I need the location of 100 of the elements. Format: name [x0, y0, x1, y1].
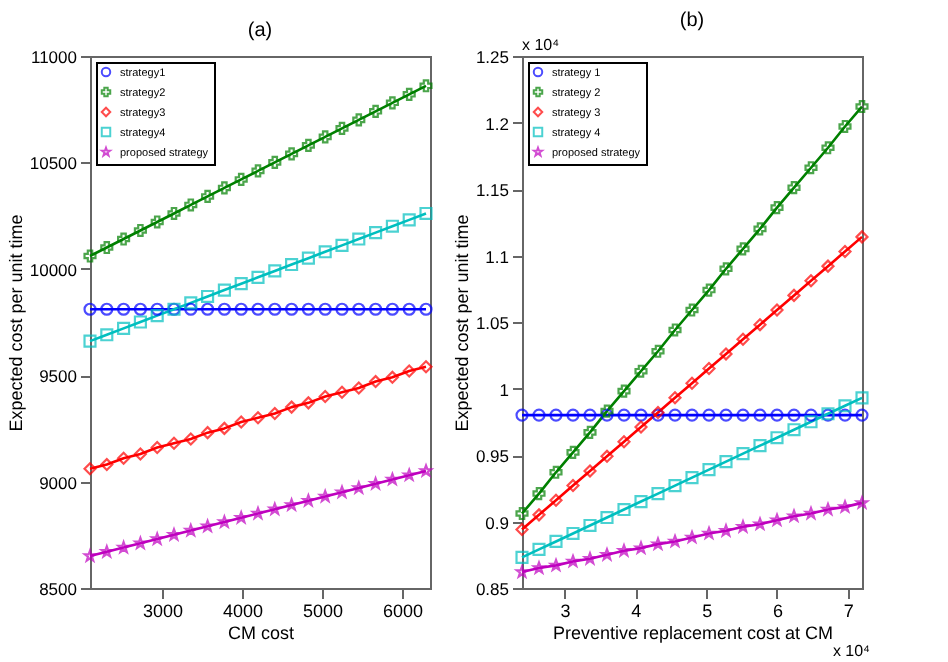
y-tick-label: 9500 — [39, 366, 78, 387]
point — [719, 347, 733, 361]
point — [855, 496, 869, 509]
point — [285, 257, 299, 272]
point — [685, 471, 699, 485]
point — [719, 455, 733, 469]
x-tick-label: 6 — [772, 601, 784, 621]
point — [150, 302, 164, 316]
point — [402, 87, 416, 101]
point — [352, 232, 366, 246]
point — [419, 79, 433, 93]
y-tick-label: 10000 — [29, 259, 78, 280]
point — [549, 558, 563, 571]
point — [566, 445, 580, 459]
point — [234, 277, 248, 291]
point — [184, 432, 198, 446]
point — [369, 375, 383, 389]
point — [217, 302, 231, 316]
point — [385, 219, 399, 233]
point — [234, 302, 248, 316]
point — [335, 485, 349, 498]
point — [133, 315, 147, 329]
point — [617, 544, 631, 557]
point — [201, 189, 215, 204]
point — [318, 302, 332, 316]
point — [251, 411, 265, 425]
point — [184, 302, 198, 316]
point — [419, 206, 433, 221]
point — [352, 113, 366, 127]
point — [736, 447, 750, 461]
point — [100, 545, 114, 558]
point — [335, 121, 349, 135]
point — [838, 244, 852, 259]
point — [770, 303, 784, 317]
point — [184, 523, 198, 537]
chart-title: (b) — [679, 10, 705, 32]
point — [515, 565, 529, 578]
x-tick-label: 3 — [560, 601, 571, 621]
point — [386, 472, 399, 486]
point — [532, 542, 546, 557]
point — [117, 540, 130, 554]
point — [532, 561, 546, 574]
point — [719, 408, 733, 422]
point — [184, 198, 198, 212]
point — [838, 119, 852, 134]
point — [301, 138, 315, 152]
y-tick-label: 0.95 — [475, 446, 510, 466]
point — [719, 262, 733, 276]
point — [515, 522, 529, 537]
point — [532, 486, 546, 501]
point — [566, 479, 580, 493]
point — [251, 506, 265, 520]
point — [736, 408, 750, 422]
point — [668, 479, 682, 493]
point — [251, 270, 265, 284]
point — [352, 381, 366, 395]
y-tick-label: 1.05 — [475, 313, 510, 333]
point — [566, 554, 580, 567]
point — [804, 161, 818, 175]
point — [685, 408, 699, 422]
point — [821, 502, 835, 516]
point — [702, 463, 716, 477]
y-axis-title: Expected cost per unit time — [5, 214, 26, 432]
x-axis-title: CM cost — [227, 623, 295, 643]
text: x 10⁴ — [832, 642, 872, 660]
point — [201, 426, 215, 440]
y-tick-label: 10500 — [29, 153, 78, 174]
point — [150, 440, 164, 455]
point — [855, 391, 869, 405]
point — [600, 510, 614, 525]
point — [634, 420, 648, 434]
point — [268, 155, 282, 169]
y-tick-label: 1.1 — [485, 246, 510, 267]
point — [719, 524, 733, 537]
x-tick-label: 3000 — [142, 601, 184, 621]
point — [668, 391, 682, 405]
point — [532, 508, 546, 522]
point — [117, 232, 131, 246]
y-tick-label: 1.15 — [475, 180, 510, 200]
y-tick-label: 0.85 — [475, 579, 510, 599]
point — [787, 288, 801, 302]
point — [318, 389, 332, 404]
point — [549, 408, 563, 422]
point — [83, 249, 97, 263]
y-tick-label: 11000 — [30, 47, 78, 67]
point — [352, 302, 366, 316]
point — [301, 302, 315, 316]
point — [419, 464, 433, 477]
y-tick-label: 0.9 — [485, 512, 510, 533]
point — [787, 181, 801, 195]
chart-title: (a) — [247, 20, 273, 42]
point — [787, 408, 801, 422]
point — [100, 458, 114, 472]
point — [702, 361, 716, 376]
point — [804, 408, 818, 422]
y-tick-label: 8500 — [39, 579, 78, 599]
point — [217, 283, 231, 297]
point — [855, 230, 869, 244]
point — [335, 238, 349, 252]
point — [702, 408, 716, 422]
